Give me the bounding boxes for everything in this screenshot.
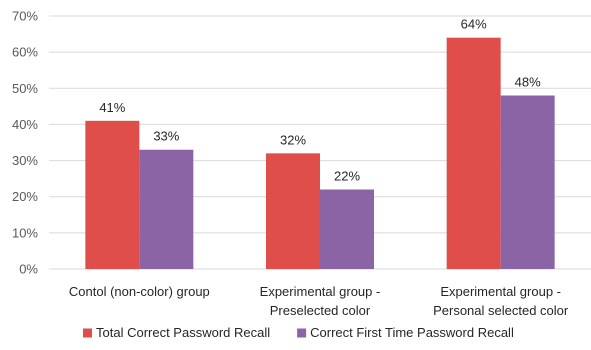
- x-category-label-line: Experimental group -: [260, 284, 381, 299]
- y-tick-label: 60%: [12, 45, 38, 60]
- x-category-label: Contol (non-color) group: [69, 284, 210, 299]
- data-label: 41%: [99, 100, 125, 115]
- x-axis: Contol (non-color) group Experimental gro…: [69, 284, 569, 318]
- x-category-label: Experimental group - Personal selected co…: [433, 284, 569, 318]
- y-tick-label: 10%: [12, 225, 38, 240]
- data-label: 32%: [280, 132, 306, 147]
- y-tick-label: 0%: [19, 262, 38, 277]
- bars: [85, 37, 555, 269]
- y-tick-label: 50%: [12, 81, 38, 96]
- data-labels: 41% 33% 32% 22% 64% 48%: [99, 17, 541, 184]
- y-tick-label: 40%: [12, 117, 38, 132]
- bar: [446, 37, 501, 269]
- legend-swatch: [83, 328, 92, 338]
- legend-swatch: [297, 328, 307, 338]
- bar: [320, 189, 374, 269]
- legend: Total Correct Password Recall Correct Fir…: [83, 325, 514, 340]
- y-tick-label: 20%: [12, 189, 38, 204]
- y-tick-label: 70%: [12, 9, 38, 24]
- data-label: 48%: [515, 75, 541, 90]
- y-tick-label: 30%: [12, 153, 38, 168]
- y-axis: 0% 10% 20% 30% 40% 50% 60% 70%: [12, 9, 38, 277]
- x-category-label-line: Personal selected color: [433, 303, 569, 318]
- bar: [139, 149, 194, 269]
- x-category-label-line: Experimental group -: [440, 284, 561, 299]
- data-label: 64%: [461, 17, 487, 32]
- bar: [266, 153, 320, 269]
- legend-label: Total Correct Password Recall: [96, 325, 270, 340]
- legend-label: Correct First Time Password Recall: [310, 325, 514, 340]
- x-category-label: Experimental group - Preselected color: [260, 284, 381, 318]
- bar: [85, 120, 140, 269]
- bar: [500, 95, 555, 269]
- data-label: 33%: [153, 129, 179, 144]
- x-category-label-line: Preselected color: [270, 303, 371, 318]
- data-label: 22%: [334, 168, 360, 183]
- x-category-label-line: Contol (non-color) group: [69, 284, 210, 299]
